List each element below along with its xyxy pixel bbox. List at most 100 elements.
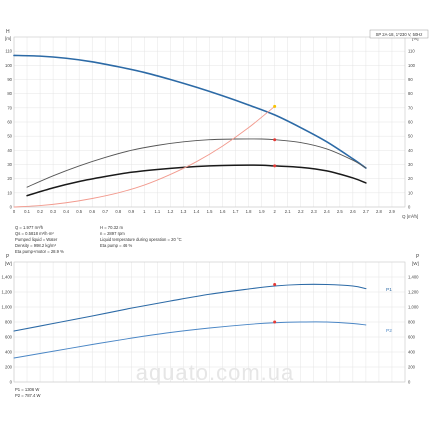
top-x-tick-label: 1.4 [194, 209, 200, 214]
head-curve [13, 54, 367, 169]
top-x-tick-label: 0.4 [63, 209, 69, 214]
title-box [369, 29, 429, 39]
top-left-tick-label: 50 [7, 134, 12, 139]
top-left-tick-label: 30 [7, 162, 12, 167]
bottom-left-tick-label: 600 [5, 335, 13, 340]
bottom-left-axis: 0 200 400 600 800 1,000 1,200 1,400 [2, 275, 13, 385]
bottom-left-tick-label: 800 [5, 320, 13, 325]
top-right-tick-label: 110 [408, 49, 415, 54]
efficiency-pump-curve [26, 138, 367, 188]
top-x-tick-label: 0.6 [89, 209, 95, 214]
top-x-tick-label: 1.7 [233, 209, 239, 214]
top-left-tick-label: 70 [7, 105, 12, 110]
top-x-tick-label: 2.7 [363, 209, 369, 214]
top-right-tick-label: 0 [408, 205, 411, 210]
bottom-right-tick-label: 600 [408, 335, 416, 340]
top-right-tick-label: 40 [408, 148, 413, 153]
top-x-tick-label: 0.3 [50, 209, 56, 214]
top-left-tick-label: 0 [10, 205, 13, 210]
npsh-curve [13, 105, 276, 208]
top-left-tick-label: 60 [7, 120, 12, 125]
power-curve-p1 [13, 283, 367, 332]
top-left-tick-label: 110 [5, 49, 12, 54]
top-left-unit-h: H [6, 29, 10, 35]
x-axis-label: Q [m³/h] [402, 214, 418, 219]
top-x-tick-label: 2.6 [350, 209, 356, 214]
bottom-left-tick-label: 1,400 [2, 275, 13, 280]
top-right-tick-label: 80 [408, 91, 413, 96]
duty-point-marker [273, 320, 277, 324]
top-x-tick-label: 0.8 [115, 209, 121, 214]
top-x-tick-label: 1.9 [259, 209, 265, 214]
series-label-p1: P1 [386, 287, 392, 293]
bottom-left-tick-label: 0 [10, 380, 13, 385]
duty-point-marker [273, 104, 277, 108]
top-plot-frame [13, 36, 406, 208]
info-p2: P2 = 787.4 W [15, 393, 41, 398]
top-x-tick-label: 1.5 [207, 209, 213, 214]
top-left-tick-label: 10 [7, 190, 12, 195]
bottom-right-tick-label: 800 [408, 320, 416, 325]
top-series [13, 54, 367, 208]
top-x-tick-label: 0.9 [128, 209, 134, 214]
bottom-left-tick-label: 1,000 [2, 305, 13, 310]
top-x-tick-label: 0.1 [24, 209, 30, 214]
top-x-tick-label: 0.5 [76, 209, 82, 214]
bottom-plot-frame [13, 261, 406, 383]
top-x-tick-label: 2.3 [311, 209, 317, 214]
top-x-tick-label: 2.2 [298, 209, 304, 214]
duty-point-marker [273, 164, 277, 168]
top-x-tick-label: 2.9 [389, 209, 395, 214]
info-liquid: Pumped liquid = Water [15, 237, 58, 242]
bottom-right-unit-p: P [416, 254, 420, 260]
top-x-tick-label: 0.7 [102, 209, 108, 214]
top-left-unit: [m] [5, 36, 11, 41]
top-left-tick-label: 80 [7, 91, 12, 96]
top-x-tick-label: 0 [13, 209, 16, 214]
top-x-tick-label: 2.1 [285, 209, 291, 214]
bottom-right-tick-label: 0 [408, 380, 411, 385]
info-p1: P1 = 1306 W [15, 387, 39, 392]
top-left-tick-label: 40 [7, 148, 12, 153]
top-right-unit: [%] [412, 36, 419, 41]
top-x-tick-label: 1.1 [154, 209, 160, 214]
info-q: Q = 1.977 m³/h [15, 225, 44, 230]
info-eta-total: Eta pump+motor = 28.9 % [15, 249, 64, 254]
top-right-tick-label: 70 [408, 105, 413, 110]
info-eta-pump: Eta pump = 46 % [100, 243, 133, 248]
top-x-tick-label: 2.4 [324, 209, 330, 214]
bottom-series [13, 283, 367, 359]
power-curve-p2 [13, 321, 367, 359]
bottom-markers [273, 283, 277, 324]
top-right-tick-label: 10 [408, 190, 413, 195]
bottom-left-unit-p: P [6, 254, 10, 260]
bottom-left-tick-label: 1,200 [2, 290, 13, 295]
top-right-axis: 0 10 20 30 40 50 60 70 80 90 100 110 [408, 49, 416, 210]
top-left-tick-label: 100 [5, 63, 13, 68]
top-x-tick-label: 1.2 [167, 209, 173, 214]
top-left-axis: 0 10 20 30 40 50 60 70 80 90 100 110 [5, 49, 13, 210]
top-x-tick-label: 1 [143, 209, 146, 214]
bottom-right-tick-label: 1,400 [408, 275, 419, 280]
bottom-right-tick-label: 200 [408, 365, 416, 370]
bottom-left-tick-label: 400 [5, 350, 13, 355]
bottom-right-tick-label: 1,200 [408, 290, 419, 295]
info-qs: Qs = 0.5818 m³/h·m² [15, 231, 54, 236]
watermark: aquato.com.ua [136, 360, 295, 385]
top-right-tick-label: 30 [408, 162, 413, 167]
info-n: n = 2897 rpm [100, 231, 125, 236]
top-left-tick-label: 20 [7, 176, 12, 181]
top-x-tick-label: 2.8 [376, 209, 382, 214]
top-x-tick-label: 1.6 [220, 209, 226, 214]
top-x-tick-label: 1.3 [181, 209, 187, 214]
bottom-left-tick-label: 200 [5, 365, 13, 370]
top-x-tick-label: 1.8 [246, 209, 252, 214]
operating-point-info: Q = 1.977 m³/h Qs = 0.5818 m³/h·m² Pumpe… [15, 225, 182, 254]
bottom-left-unit: [W] [5, 261, 12, 266]
info-density: Density = 998.2 kg/m³ [15, 243, 56, 248]
top-x-tick-label: 2.5 [337, 209, 343, 214]
top-right-tick-label: 90 [408, 77, 413, 82]
bottom-right-tick-label: 400 [408, 350, 416, 355]
